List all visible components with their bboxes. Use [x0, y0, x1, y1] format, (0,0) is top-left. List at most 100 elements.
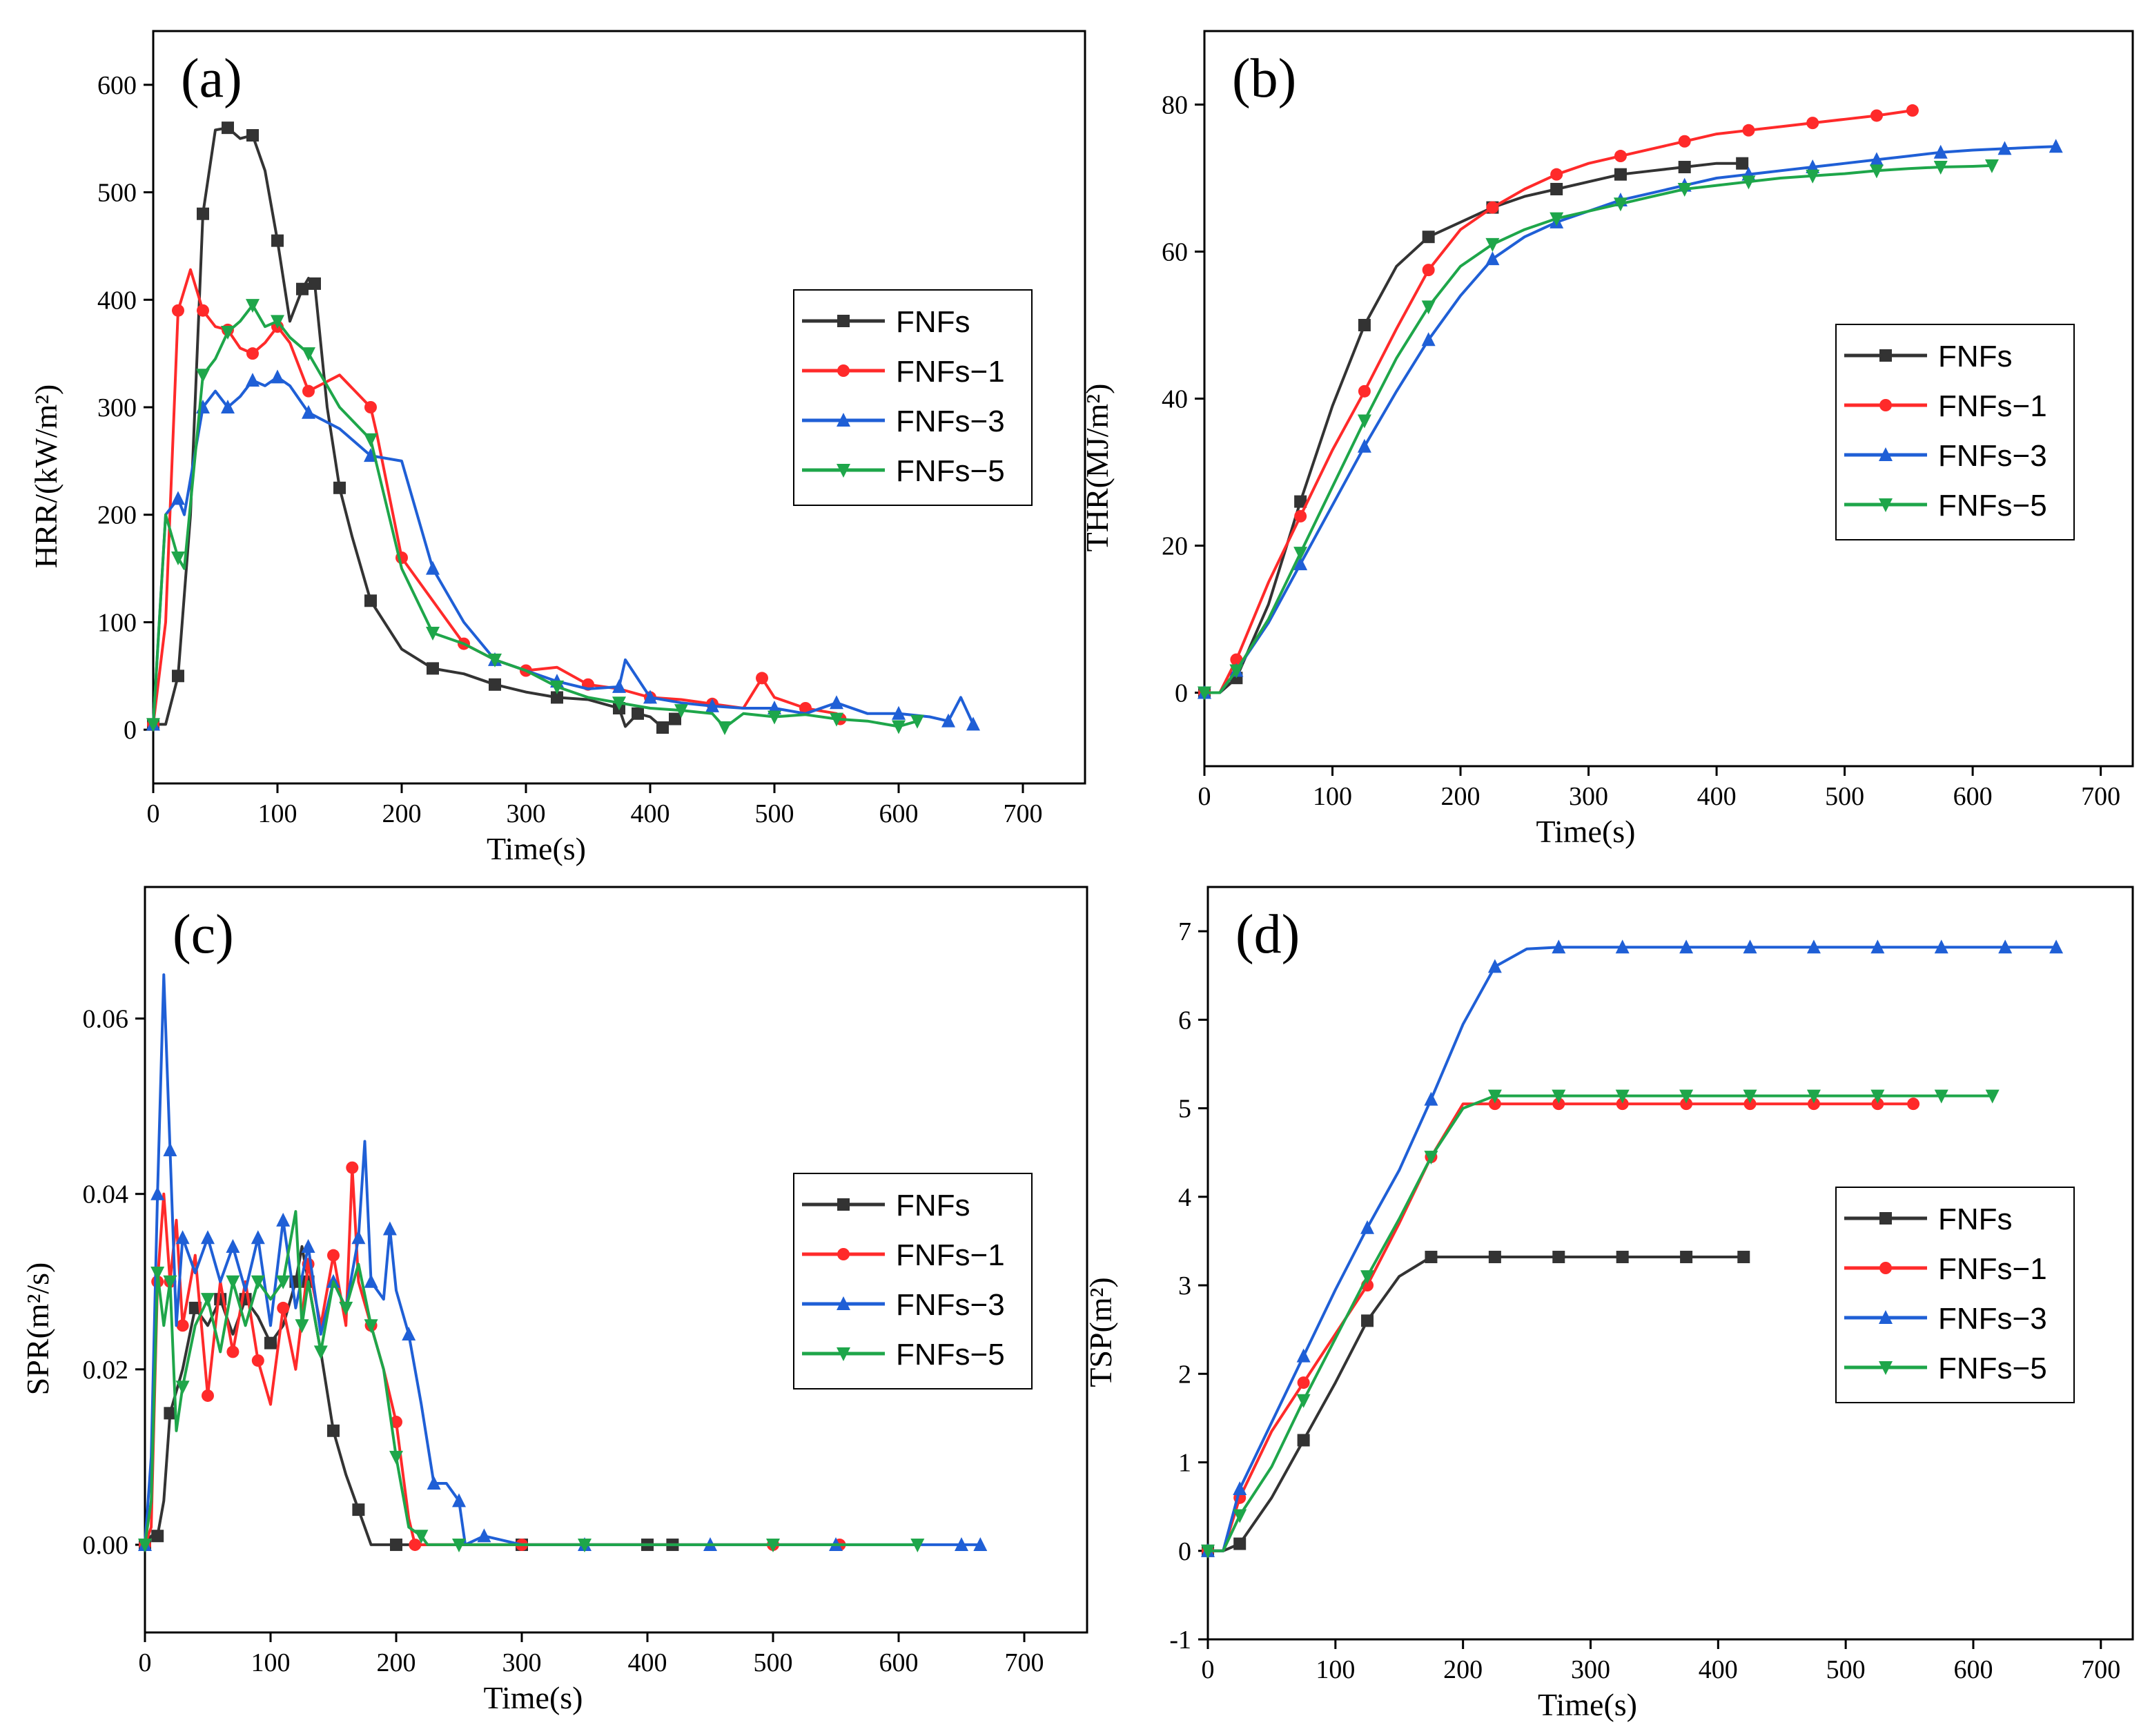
data-point: [364, 594, 377, 607]
legend-marker: [1879, 399, 1892, 411]
x-tick-label: 600: [1953, 782, 1993, 811]
x-tick-label: 400: [631, 799, 670, 828]
legend-marker: [837, 1347, 850, 1361]
data-point: [1296, 1394, 1311, 1408]
data-point: [1615, 1089, 1630, 1104]
data-point: [364, 1274, 378, 1288]
data-point: [656, 721, 669, 734]
legend-label: FNFs−1: [896, 1238, 1005, 1272]
y-tick-label: 0: [1178, 1537, 1191, 1566]
legend-label: FNFs: [1938, 340, 2013, 373]
x-tick-label: 500: [1826, 1655, 1866, 1684]
data-point: [1615, 939, 1630, 954]
series-line: [153, 126, 676, 729]
data-point: [251, 1354, 264, 1367]
y-tick-label: 0.00: [83, 1531, 129, 1560]
legend-marker: [1879, 1212, 1892, 1225]
legend-label: FNFs: [1938, 1202, 2013, 1236]
data-point: [389, 1450, 403, 1465]
data-point: [892, 720, 906, 734]
data-point: [146, 718, 160, 732]
data-point: [277, 1301, 290, 1314]
data-point: [276, 1275, 291, 1289]
data-point: [1485, 251, 1500, 266]
data-point: [202, 1389, 214, 1402]
y-tick-label: 40: [1162, 385, 1188, 414]
legend-label: FNFs−5: [1938, 489, 2047, 523]
data-point: [1358, 384, 1371, 398]
data-point: [226, 1345, 240, 1358]
x-tick-label: 300: [1571, 1655, 1610, 1684]
y-tick-label: 500: [97, 179, 137, 208]
data-point: [1233, 1537, 1247, 1550]
data-point: [1550, 212, 1564, 226]
x-tick-label: 0: [1198, 782, 1211, 811]
data-point: [1737, 1251, 1750, 1264]
data-point: [427, 1476, 441, 1490]
data-point: [452, 1493, 466, 1508]
chart-panel-1: 0 100 200 300 400 500 600 700 0 20 40 60 80 Time(s) TH…: [1079, 30, 2134, 849]
data-point: [632, 707, 644, 720]
data-point: [1424, 1151, 1438, 1165]
x-tick-label: 200: [1443, 1655, 1483, 1684]
data-point: [1198, 686, 1211, 701]
data-point: [669, 712, 681, 725]
x-tick-label: 400: [628, 1648, 667, 1677]
data-point: [1421, 300, 1436, 315]
data-point: [1425, 1251, 1438, 1264]
legend-marker: [837, 364, 850, 377]
data-point: [1487, 1089, 1502, 1104]
x-tick-label: 700: [2081, 1655, 2120, 1684]
data-point: [246, 347, 259, 360]
data-point: [452, 1538, 466, 1552]
data-point: [390, 1416, 402, 1429]
data-point: [1806, 117, 1819, 130]
data-point: [1871, 1098, 1884, 1111]
series-line: [1204, 162, 1743, 694]
y-axis-title: HRR/(kW/m²): [28, 384, 63, 569]
data-point: [1869, 152, 1884, 166]
x-tick-label: 700: [1004, 799, 1043, 828]
data-point: [830, 695, 843, 710]
data-point: [271, 315, 284, 329]
data-point: [302, 384, 315, 398]
data-point: [1869, 164, 1884, 179]
data-point: [766, 1538, 780, 1552]
legend-label: FNFs−5: [1938, 1352, 2047, 1385]
x-tick-label: 100: [1316, 1655, 1355, 1684]
data-point: [172, 670, 184, 683]
data-point: [364, 433, 378, 447]
data-point: [1296, 1348, 1311, 1363]
data-point: [163, 1142, 177, 1157]
y-axis-title: THR(MJ/m²): [1079, 384, 1115, 552]
x-tick-label: 400: [1697, 782, 1737, 811]
data-point: [1806, 939, 1821, 954]
data-point: [271, 369, 284, 384]
series-FNFs-5: [1198, 159, 1999, 701]
data-point: [1552, 939, 1566, 954]
data-point: [578, 1538, 592, 1552]
data-point: [892, 705, 906, 720]
data-point: [296, 282, 309, 295]
legend-label: FNFs: [896, 1189, 970, 1222]
data-point: [351, 1230, 366, 1245]
data-point: [1422, 264, 1435, 277]
y-tick-label: 3: [1178, 1271, 1191, 1300]
plot-frame: [144, 886, 1088, 1634]
data-point: [1870, 109, 1883, 122]
data-point: [705, 698, 719, 712]
y-axis-title: SPR(m²/s): [20, 1262, 55, 1396]
y-tick-label: 200: [97, 501, 137, 530]
data-point: [643, 690, 657, 704]
chart-panel-0: 0 100 200 300 400 500 600 700 0 100 200 300 400 500 60…: [28, 30, 1086, 866]
y-tick-label: 4: [1178, 1183, 1191, 1212]
data-point: [1807, 1098, 1820, 1111]
data-point: [1614, 168, 1627, 181]
data-point: [1907, 1098, 1920, 1111]
data-point: [1487, 959, 1502, 973]
x-axis-title: Time(s): [1536, 814, 1636, 849]
data-point: [1230, 653, 1243, 666]
y-tick-label: 80: [1162, 91, 1188, 120]
data-point: [426, 560, 440, 575]
data-point: [1679, 939, 1694, 954]
